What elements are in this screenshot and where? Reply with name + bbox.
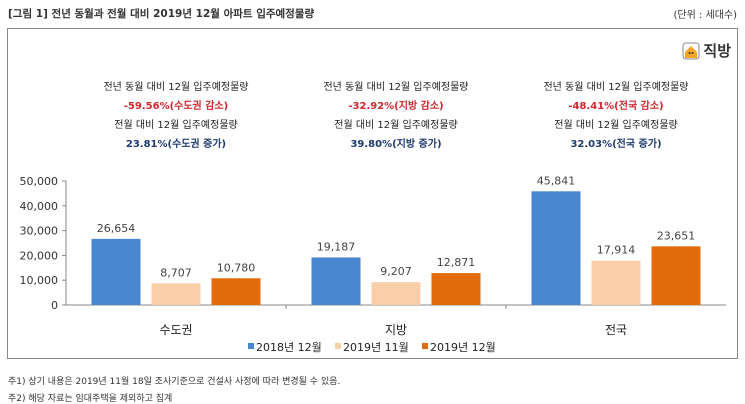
value-label: 8,707 [160,266,192,279]
yoy-label: 전년 동월 대비 12월 입주예정물량 [323,82,469,93]
legend-swatch [248,343,254,349]
annotation-jibang: 전년 동월 대비 12월 입주예정물량 -32.92%(지방 감소) 전월 대비… [286,78,506,154]
mom-value: 39.80%(지방 증가) [350,139,442,150]
value-label: 19,187 [317,240,356,253]
y-tick-label: 0 [51,299,58,312]
yoy-value: -32.92%(지방 감소) [348,101,444,112]
category-label: 지방 [385,323,407,337]
value-label: 45,841 [537,174,576,187]
bar [371,282,421,305]
bar [211,278,261,305]
bar [591,260,641,305]
bar [91,238,141,305]
yoy-label: 전년 동월 대비 12월 입주예정물량 [103,82,249,93]
legend-label: 2019년 12월 [430,341,496,354]
category-label: 수도권 [159,323,192,337]
y-tick-label: 20,000 [20,249,59,262]
bar [311,257,361,305]
footnote-1: 주1) 상기 내용은 2019년 11월 18일 조사기준으로 건설사 사정에 … [8,377,341,387]
y-tick-label: 40,000 [20,200,59,213]
bar [151,283,201,305]
yoy-value: -59.56%(수도권 감소) [123,101,229,112]
figure-title: [그림 1] 전년 동월과 전월 대비 2019년 12월 아파트 입주예정물량 [8,8,315,20]
bar [531,191,581,305]
bar-chart: 0 10,000 20,000 30,000 40,000 50,000 수도권 26,654… [20,174,726,354]
legend-swatch [422,343,428,349]
mom-label: 전월 대비 12월 입주예정물량 [334,120,458,131]
value-label: 17,914 [597,244,636,257]
category-label: 전국 [605,323,627,337]
annotation-sudogwon: 전년 동월 대비 12월 입주예정물량 -59.56%(수도권 감소) 전월 대… [66,78,286,154]
yoy-value: -48.41%(전국 감소) [568,101,664,112]
value-label: 9,207 [380,265,412,278]
y-tick-label: 50,000 [20,175,59,188]
value-label: 12,871 [437,256,476,269]
legend-swatch [335,343,341,349]
unit-label: (단위 : 세대수) [673,10,737,21]
footnote-2: 주2) 해당 자료는 임대주택을 제외하고 집계 [8,394,173,404]
legend-label: 2019년 11월 [343,341,409,354]
legend-label: 2018년 12월 [256,341,322,354]
mom-label: 전월 대비 12월 입주예정물량 [554,120,678,131]
annotation-jeonguk: 전년 동월 대비 12월 입주예정물량 -48.41%(전국 감소) 전월 대비… [506,78,726,154]
mom-value: 32.03%(전국 증가) [570,139,662,150]
chart-frame [7,28,738,359]
zigbang-logo: 직방 [682,40,731,61]
mom-label: 전월 대비 12월 입주예정물량 [114,120,238,131]
yoy-label: 전년 동월 대비 12월 입주예정물량 [543,82,689,93]
mom-value: 23.81%(수도권 증가) [125,139,227,150]
bar [651,246,701,305]
house-icon [682,42,700,59]
y-tick-label: 30,000 [20,225,59,238]
value-label: 26,654 [97,222,136,235]
y-tick-label: 10,000 [20,274,59,287]
logo-text: 직방 [703,42,731,60]
value-label: 23,651 [657,229,696,242]
bar [431,273,481,305]
value-label: 10,780 [217,261,256,274]
